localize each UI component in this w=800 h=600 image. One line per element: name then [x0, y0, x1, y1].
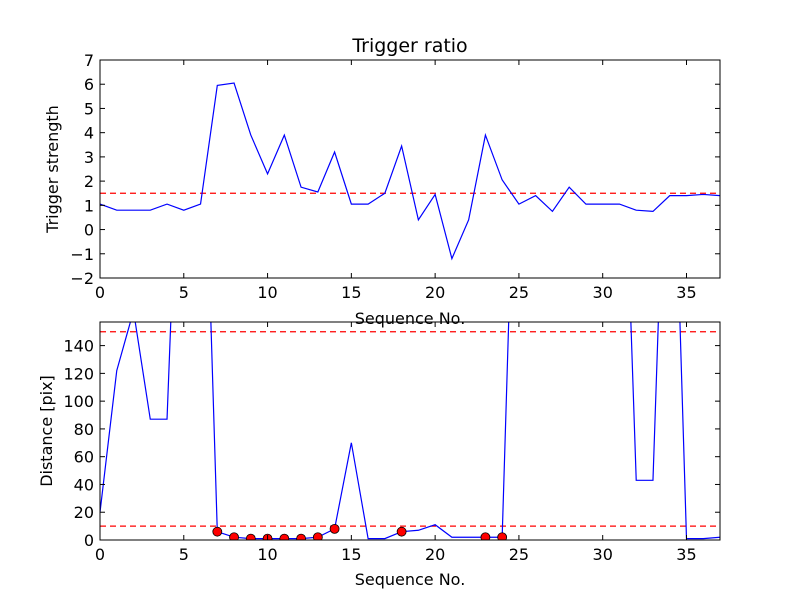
top-x-tick-label: 0: [95, 283, 105, 302]
top-x-tick-label: 15: [341, 283, 361, 302]
bottom-y-axis-label: Distance [pix]: [37, 375, 56, 487]
top-x-axis-label: Sequence No.: [355, 309, 466, 328]
bottom-series-group: [100, 322, 720, 540]
top-x-tick-label: 10: [257, 283, 277, 302]
top-series-line-0: [100, 82, 720, 261]
bottom-y-tick-label: 0: [84, 531, 94, 550]
bottom-y-tick-label: 40: [74, 475, 94, 494]
bottom-marker-point: [212, 526, 223, 537]
bottom-series-line-0: [100, 322, 720, 540]
bottom-y-tick-label: 20: [74, 503, 94, 522]
top-y-tick-label: 0: [84, 221, 94, 240]
top-y-tick-label: 6: [84, 75, 94, 94]
bottom-y-tick-label: 120: [63, 364, 94, 383]
bottom-x-tick-label: 30: [593, 545, 613, 564]
bottom-marker-point: [396, 526, 407, 537]
top-y-tick-label: −1: [70, 245, 94, 264]
top-x-tick-label: 25: [509, 283, 529, 302]
top-y-tick-label: 1: [84, 196, 94, 215]
top-y-tick-label: −2: [70, 269, 94, 288]
top-chart-title: Trigger ratio: [351, 35, 467, 57]
top-x-tick-label: 5: [179, 283, 189, 302]
bottom-marker-point: [296, 533, 306, 540]
bottom-x-tick-label: 0: [95, 545, 105, 564]
bottom-marker-point: [329, 523, 340, 534]
bottom-subplot: 0 5 10 15 20 25 30 35 0 20 40 60 80 100 120 140 Sequenc…: [37, 321, 721, 589]
top-y-tick-label: 4: [84, 124, 94, 143]
bottom-y-tick-label: 60: [74, 448, 94, 467]
top-y-axis-label: Trigger strength: [43, 105, 62, 234]
bottom-marker-point: [497, 532, 508, 540]
top-x-tick-label: 20: [425, 283, 445, 302]
bottom-axes-frame: [99, 321, 721, 541]
bottom-x-tick-label: 10: [257, 545, 277, 564]
bottom-x-tick-label: 5: [179, 545, 189, 564]
bottom-marker-point: [480, 532, 491, 540]
top-subplot: Trigger ratio 0 5 10 15 20 25 30 35−2−101234567…: [43, 35, 721, 328]
bottom-x-tick-label: 20: [425, 545, 445, 564]
top-y-tick-label: 5: [84, 99, 94, 118]
bottom-marker-point: [229, 532, 239, 540]
bottom-tick-group: 0 5 10 15 20 25 30 35 0 20 40 60 80 100 120 140: [63, 322, 720, 564]
bottom-y-tick-label: 80: [74, 420, 94, 439]
bottom-marker-point: [245, 533, 256, 540]
top-series-group: [100, 82, 720, 261]
top-axes-frame: [99, 59, 721, 279]
bottom-y-tick-label: 140: [63, 337, 94, 356]
bottom-x-tick-label: 15: [341, 545, 361, 564]
top-x-tick-label: 35: [676, 283, 696, 302]
bottom-x-tick-label: 25: [509, 545, 529, 564]
top-y-tick-label: 2: [84, 172, 94, 191]
top-x-tick-label: 30: [593, 283, 613, 302]
bottom-marker-point: [279, 533, 290, 540]
bottom-y-tick-label: 100: [63, 392, 94, 411]
top-y-tick-label: 7: [84, 51, 94, 70]
top-y-tick-label: 3: [84, 148, 94, 167]
bottom-x-axis-label: Sequence No.: [355, 570, 466, 589]
bottom-x-tick-label: 35: [676, 545, 696, 564]
bottom-marker-point: [312, 532, 323, 540]
